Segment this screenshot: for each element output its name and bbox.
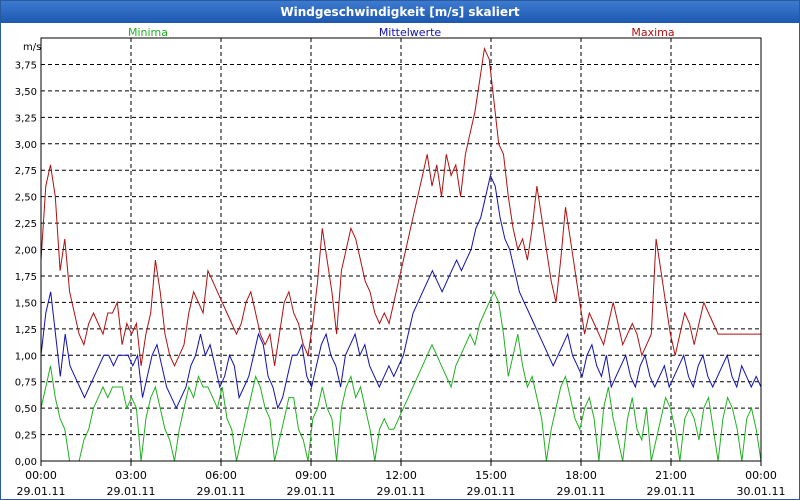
x-tick-date: 29.01.11 [467, 485, 516, 498]
y-tick-label: 1,75 [15, 272, 37, 283]
y-tick-label: 1,50 [15, 298, 37, 309]
x-tick-time: 00:00 [25, 469, 57, 482]
chart-title: Windgeschwindigkeit [m/s] skaliert [1, 1, 799, 23]
x-tick-time: 00:00 [745, 469, 777, 482]
y-tick-label: 3,50 [15, 87, 37, 98]
y-axis-label: m/s [23, 42, 41, 53]
y-tick-label: 3,00 [15, 140, 37, 151]
x-tick-time: 03:00 [115, 469, 147, 482]
plot-area-border [40, 37, 762, 462]
y-tick-label: 3,75 [15, 60, 37, 71]
series-line-maxima [40, 46, 761, 368]
x-tick-date: 29.01.11 [377, 485, 426, 498]
x-tick-date: 29.01.11 [107, 485, 156, 498]
y-tick-label: 3,25 [15, 113, 37, 124]
y-tick-label: 1,00 [15, 351, 37, 362]
y-tick-label: 1,25 [15, 325, 37, 336]
x-tick-date: 29.01.11 [647, 485, 696, 498]
x-tick-time: 06:00 [205, 469, 237, 482]
y-tick-label: 0,00 [15, 457, 37, 468]
x-tick-time: 09:00 [295, 469, 327, 482]
legend: Minima Mittelwerte Maxima [128, 26, 675, 39]
x-tick-date: 29.01.11 [17, 485, 66, 498]
x-tick-date: 29.01.11 [287, 485, 336, 498]
chart-plot: Minima Mittelwerte Maxima m/s 0,00 0,25 0,50… [15, 26, 786, 498]
x-tick-time: 12:00 [385, 469, 417, 482]
x-tick-time: 18:00 [565, 469, 597, 482]
y-tick-label: 0,50 [15, 404, 37, 415]
y-tick-label: 2,75 [15, 166, 37, 177]
x-tick-date: 30.01.11 [737, 485, 786, 498]
series-line-minima [40, 290, 762, 462]
series-lines [40, 46, 762, 462]
y-tick-label: 2,25 [15, 219, 37, 230]
x-tick-date: 29.01.11 [557, 485, 606, 498]
legend-item-maxima: Maxima [631, 26, 674, 39]
grid [41, 38, 761, 462]
x-tick-labels: 00:00 29.01.11 03:00 29.01.11 06:00 29.01.11 0… [17, 461, 786, 498]
x-tick-date: 29.01.11 [197, 485, 246, 498]
y-tick-labels: 0,00 0,25 0,50 0,75 1,00 1,25 1,50 1,75 2,00 2,25… [15, 60, 37, 468]
y-tick-label: 0,25 [15, 431, 37, 442]
x-tick-time: 15:00 [475, 469, 507, 482]
y-tick-label: 2,00 [15, 246, 37, 257]
legend-item-minima: Minima [128, 26, 168, 39]
y-tick-label: 2,50 [15, 193, 37, 204]
series-line-mittelwerte [40, 173, 762, 410]
y-tick-label: 0,75 [15, 378, 37, 389]
x-tick-time: 21:00 [655, 469, 687, 482]
legend-item-mittelwerte: Mittelwerte [379, 26, 442, 39]
